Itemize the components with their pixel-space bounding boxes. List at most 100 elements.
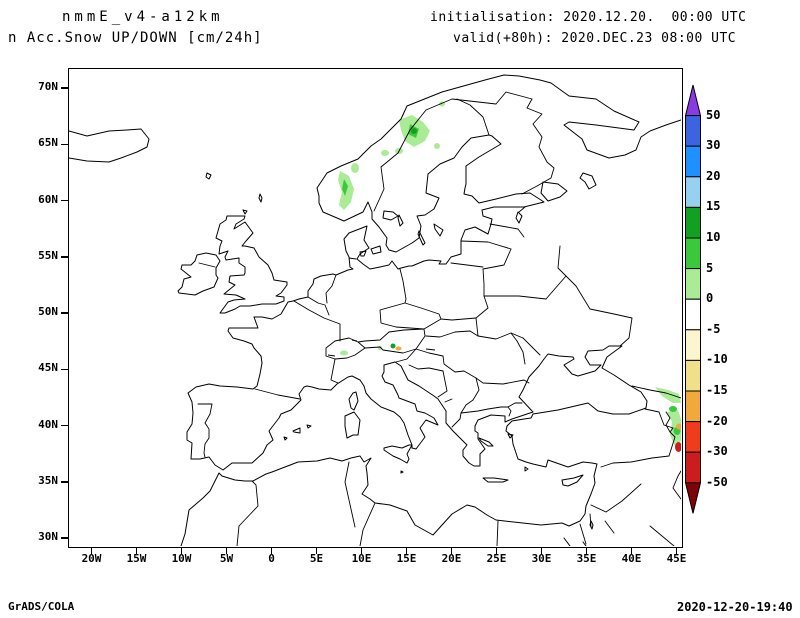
border-line xyxy=(460,240,512,250)
border-line xyxy=(475,268,489,319)
colorbar-segment xyxy=(684,84,702,117)
map-plot-area xyxy=(68,68,683,548)
border-line xyxy=(658,411,674,429)
island-fyn xyxy=(359,250,367,257)
island-malta xyxy=(400,470,404,474)
lon-tick xyxy=(225,548,228,554)
model-name: nmmE_v4-a12km xyxy=(62,9,224,25)
border-line xyxy=(198,262,216,268)
colorbar xyxy=(684,84,702,514)
border-line xyxy=(631,385,681,399)
border-line xyxy=(325,337,366,360)
colorbar-label: -50 xyxy=(706,474,728,489)
coastline-mainland xyxy=(180,74,681,546)
lat-tick xyxy=(61,368,68,370)
border-line xyxy=(507,406,512,417)
border-line xyxy=(373,98,497,212)
colorbar-label: 20 xyxy=(706,168,721,183)
lat-label: 55N xyxy=(38,248,58,262)
colorbar-label: 0 xyxy=(706,291,714,306)
colorbar-segment xyxy=(685,206,701,239)
europe-map xyxy=(69,74,681,546)
border-line xyxy=(579,523,587,545)
border-line xyxy=(293,300,341,342)
lat-tick xyxy=(61,481,68,483)
lon-tick xyxy=(405,548,408,554)
coastlines xyxy=(69,74,681,546)
lon-label: 30E xyxy=(531,552,552,565)
colorbar-segment xyxy=(685,176,701,208)
snow-patch xyxy=(675,442,681,452)
border-line xyxy=(651,455,670,459)
border-line xyxy=(600,457,653,468)
snow-patch xyxy=(655,387,681,403)
island-menorca xyxy=(306,424,312,429)
country-borders xyxy=(197,91,681,546)
border-line xyxy=(507,402,523,408)
border-line xyxy=(475,317,479,337)
lat-tick xyxy=(61,199,68,202)
island-rhodes xyxy=(524,466,529,472)
colorbar-label: 5 xyxy=(706,260,714,275)
border-line xyxy=(254,388,301,400)
initialisation-time: initialisation: 2020.12.20. 00:00 UTC xyxy=(430,10,747,25)
border-line xyxy=(522,337,541,356)
border-line xyxy=(357,328,426,354)
border-line xyxy=(482,248,512,270)
island-ibiza xyxy=(283,436,288,441)
grads-credit: GrADS/COLA xyxy=(8,600,75,613)
island-orkney xyxy=(242,209,248,215)
border-line xyxy=(589,513,592,528)
snow-patch xyxy=(411,128,417,134)
island-zealand xyxy=(370,245,382,255)
snow-patch xyxy=(342,179,348,196)
border-line xyxy=(545,275,567,300)
island-lesbos xyxy=(507,433,514,439)
colorbar-label: -10 xyxy=(706,352,728,367)
colorbar-label: 30 xyxy=(706,138,721,153)
colorbar-segment xyxy=(685,145,701,178)
lon-label: 0 xyxy=(268,552,275,565)
border-line xyxy=(475,377,530,385)
snow-patch xyxy=(434,143,440,149)
lon-tick xyxy=(360,548,363,554)
border-line xyxy=(344,461,356,528)
lon-label: 10E xyxy=(351,552,372,565)
gulf-of-aqaba xyxy=(582,541,587,546)
border-line xyxy=(672,470,681,500)
border-line xyxy=(521,98,555,195)
border-line xyxy=(379,302,442,330)
border-line xyxy=(197,403,213,458)
lon-tick xyxy=(270,548,273,554)
island-shetland xyxy=(258,193,263,203)
island-gotland xyxy=(433,223,444,237)
border-line xyxy=(359,502,376,546)
border-line xyxy=(451,412,462,428)
border-line xyxy=(425,330,479,338)
colorbar-label: -5 xyxy=(706,321,721,336)
lon-label: 45E xyxy=(666,552,687,565)
border-line xyxy=(460,399,474,414)
island-euboea xyxy=(478,437,494,447)
colorbar-segment xyxy=(685,329,701,361)
island-crete xyxy=(482,477,509,483)
border-line xyxy=(440,317,477,321)
product-title: n Acc.Snow UP/DOWN [cm/24h] xyxy=(8,30,263,46)
lon-tick xyxy=(495,548,498,554)
lat-tick xyxy=(61,256,68,258)
colorbar-label: 50 xyxy=(706,107,721,122)
colorbar-segment xyxy=(685,298,701,331)
border-line xyxy=(477,332,524,340)
lake-peipus xyxy=(515,211,523,224)
snow-patch xyxy=(381,150,389,156)
snow-patch xyxy=(395,346,402,351)
colorbar-segment xyxy=(685,115,701,147)
border-line xyxy=(330,358,339,384)
border-line xyxy=(460,406,509,414)
island-cyprus xyxy=(561,474,584,487)
border-line xyxy=(415,348,444,357)
colorbar-segment xyxy=(685,359,701,392)
lon-label: 35E xyxy=(576,552,597,565)
coastline-ireland xyxy=(177,252,221,296)
border-line xyxy=(590,500,623,513)
